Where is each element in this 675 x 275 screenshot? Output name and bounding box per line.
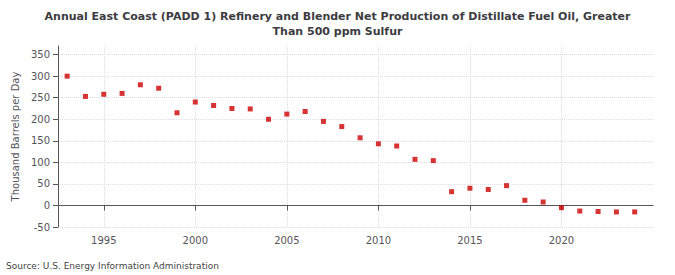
svg-text:250: 250 (31, 92, 50, 103)
svg-text:100: 100 (31, 157, 50, 168)
svg-text:1995: 1995 (91, 235, 116, 246)
svg-text:2020: 2020 (549, 235, 574, 246)
svg-text:2010: 2010 (366, 235, 391, 246)
svg-text:Annual East Coast (PADD 1) Ref: Annual East Coast (PADD 1) Refinery and … (45, 10, 632, 23)
svg-text:150: 150 (31, 135, 50, 146)
svg-text:50: 50 (37, 178, 50, 189)
svg-text:2000: 2000 (183, 235, 208, 246)
svg-text:2015: 2015 (457, 235, 482, 246)
svg-text:Source: U.S. Energy Informatio: Source: U.S. Energy Information Administ… (6, 261, 219, 271)
svg-text:-50: -50 (34, 222, 50, 233)
svg-text:350: 350 (31, 49, 50, 60)
svg-text:0: 0 (44, 200, 50, 211)
svg-text:2005: 2005 (274, 235, 299, 246)
svg-text:200: 200 (31, 114, 50, 125)
svg-text:Than 500 ppm Sulfur: Than 500 ppm Sulfur (273, 25, 403, 38)
svg-text:300: 300 (31, 71, 50, 82)
svg-text:Thousand Barrels per Day: Thousand Barrels per Day (10, 72, 21, 203)
